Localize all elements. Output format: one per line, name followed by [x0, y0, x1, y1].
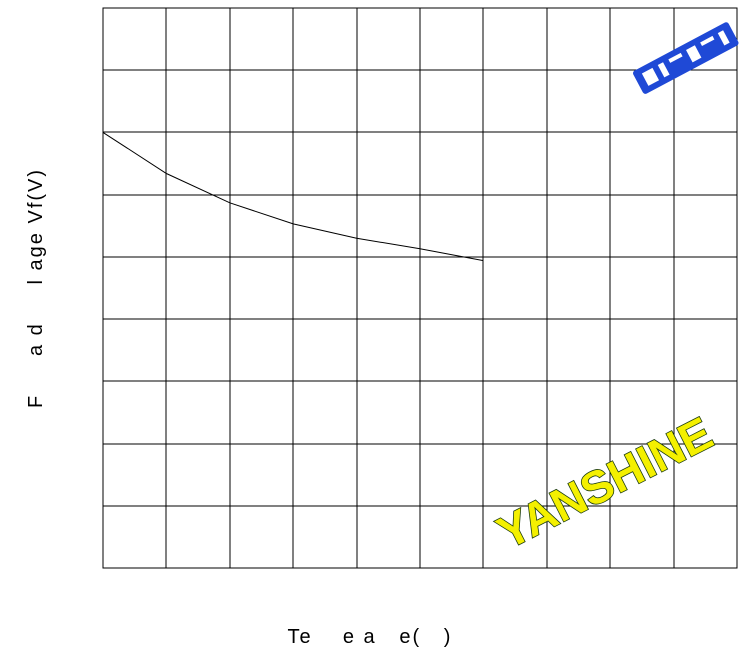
brand-logo-icon — [633, 22, 739, 94]
series-line — [102, 131, 484, 262]
chart-grid — [103, 8, 737, 568]
watermark-text: YANSHINE — [489, 407, 721, 559]
x-axis-label: Te e a e( ) — [288, 626, 453, 648]
plot-area — [102, 7, 738, 569]
y-axis-label: F a d l age Vf(V) — [25, 168, 47, 408]
